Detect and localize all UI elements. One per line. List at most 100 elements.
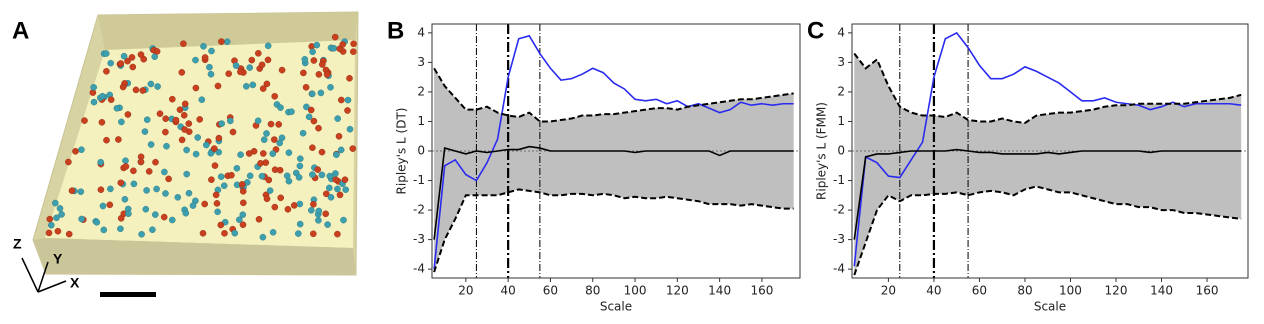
y-tick-label: 1 xyxy=(417,114,425,128)
sphere xyxy=(302,84,310,91)
sphere xyxy=(349,145,357,152)
axis-letter: Z xyxy=(13,236,22,252)
sphere xyxy=(213,200,221,207)
sphere xyxy=(130,180,138,188)
sphere xyxy=(296,220,304,228)
sphere xyxy=(349,48,357,56)
y-tick-label: 0 xyxy=(837,144,845,158)
sphere xyxy=(231,229,239,237)
sphere xyxy=(271,203,279,211)
sphere xyxy=(102,50,110,57)
series-line xyxy=(433,188,794,273)
sphere xyxy=(201,200,208,208)
sphere xyxy=(117,60,125,67)
x-tick-label: 100 xyxy=(1059,284,1082,298)
sphere xyxy=(147,80,155,88)
sphere xyxy=(295,174,303,181)
sphere xyxy=(215,148,222,156)
sphere xyxy=(249,81,257,89)
sphere xyxy=(335,132,343,140)
sphere xyxy=(322,190,330,198)
sphere xyxy=(68,187,76,194)
sphere xyxy=(138,230,145,238)
sphere xyxy=(337,96,345,104)
y-tick-label: -3 xyxy=(413,232,425,246)
sphere xyxy=(259,85,267,92)
panel-label: B xyxy=(387,17,404,44)
y-axis-label: Ripley's L (DT) xyxy=(395,108,409,195)
sphere xyxy=(342,186,350,193)
sphere xyxy=(165,175,172,183)
sphere xyxy=(143,116,151,123)
sphere xyxy=(77,188,85,195)
sphere xyxy=(53,214,60,222)
sphere xyxy=(239,211,247,218)
plot-area xyxy=(432,24,800,278)
sphere xyxy=(237,151,244,158)
sphere xyxy=(163,142,170,150)
sphere xyxy=(137,158,145,166)
sphere xyxy=(153,48,161,55)
sphere xyxy=(313,41,321,49)
sphere xyxy=(339,41,347,48)
sphere xyxy=(248,56,256,64)
x-tick-label: 40 xyxy=(926,284,941,298)
sphere xyxy=(288,108,295,115)
sphere xyxy=(270,136,278,143)
sphere xyxy=(326,172,334,180)
sphere xyxy=(223,38,231,46)
sphere xyxy=(212,191,220,199)
sphere xyxy=(239,221,247,228)
spheres xyxy=(45,33,357,241)
sphere xyxy=(334,115,342,122)
sphere xyxy=(107,59,114,67)
y-axis-label: Ripley's L (FMM) xyxy=(815,102,829,200)
sphere xyxy=(277,104,284,111)
sphere xyxy=(260,136,268,143)
y-tick-label: -1 xyxy=(833,173,845,187)
sphere xyxy=(142,205,150,213)
y-tick-label: -4 xyxy=(413,262,425,276)
x-tick-label: 80 xyxy=(1017,284,1032,298)
y-tick-label: 1 xyxy=(837,114,845,128)
sphere xyxy=(254,117,262,125)
sphere xyxy=(296,200,304,208)
x-tick-label: 140 xyxy=(708,284,731,298)
sphere xyxy=(217,173,225,180)
x-tick-label: 60 xyxy=(543,284,558,298)
sphere xyxy=(305,113,313,121)
sphere xyxy=(232,62,240,69)
sphere xyxy=(300,69,307,77)
sphere xyxy=(121,195,129,203)
sphere xyxy=(309,230,317,238)
sphere xyxy=(263,195,271,203)
sphere xyxy=(299,129,307,137)
sphere xyxy=(45,229,53,237)
sphere xyxy=(290,202,298,209)
sphere xyxy=(90,98,98,106)
sphere xyxy=(307,206,315,214)
sphere xyxy=(210,145,218,152)
y-tick-label: 2 xyxy=(417,84,425,98)
sphere xyxy=(309,144,316,151)
sphere xyxy=(58,211,65,218)
sphere xyxy=(120,52,128,60)
sphere xyxy=(124,111,132,118)
sphere xyxy=(225,70,232,77)
sphere xyxy=(178,136,186,144)
x-tick-label: 160 xyxy=(1196,284,1219,298)
sphere xyxy=(310,117,318,125)
sphere xyxy=(333,151,340,158)
sphere xyxy=(296,162,304,170)
sphere xyxy=(323,71,331,78)
sphere xyxy=(336,191,344,199)
y-tick-label: 3 xyxy=(417,55,425,69)
sphere xyxy=(176,106,184,113)
sphere xyxy=(277,194,285,202)
sphere xyxy=(238,181,246,188)
sphere xyxy=(221,229,228,237)
sphere xyxy=(72,147,79,155)
sphere xyxy=(237,68,244,76)
series-line xyxy=(433,67,794,123)
x-tick-label: 120 xyxy=(1105,284,1128,298)
